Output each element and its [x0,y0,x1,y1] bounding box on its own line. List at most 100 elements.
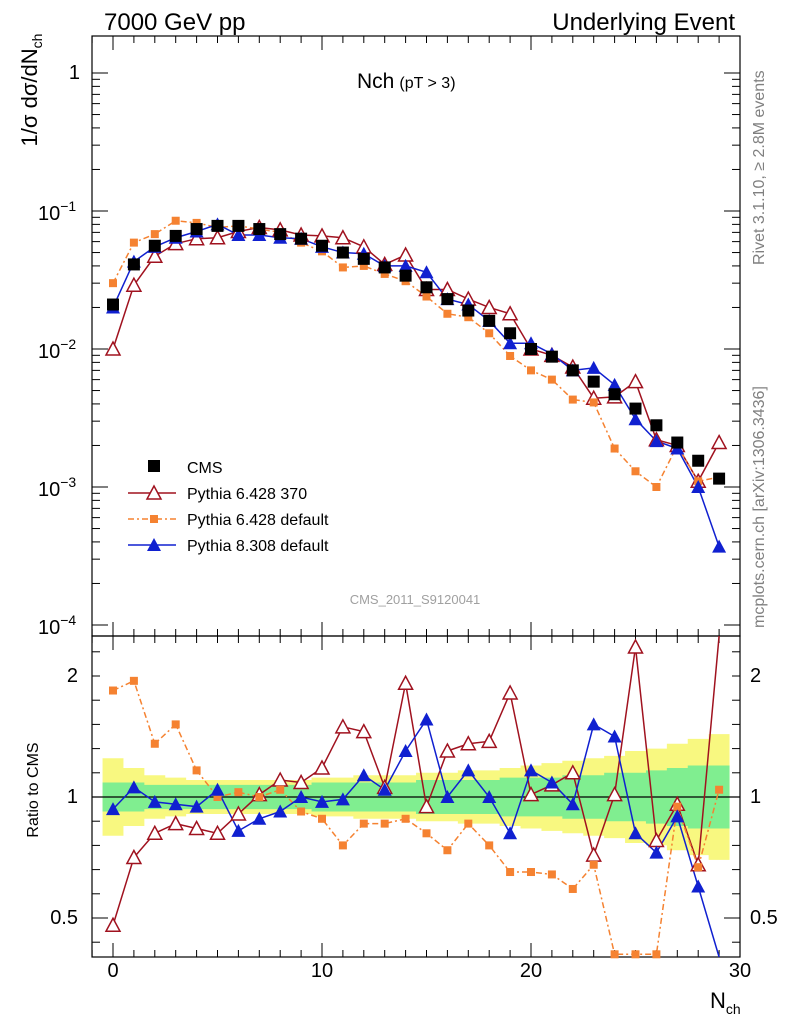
legend-marker-p8 [147,538,161,551]
ratio-point-p6-370 [627,638,644,654]
main-series-line-p6-370 [112,226,720,483]
ratio-point-p8 [628,826,643,840]
main-point-p8 [712,539,727,553]
main-ylabel: 1/σ dσ/dNch [17,34,45,147]
legend-entry-p6-default: Pythia 6.428 default [128,512,329,529]
main-point-p6-370 [104,340,122,356]
main-y-tick-label-1: 1 [69,62,80,84]
header-left: 7000 GeV pp [104,9,245,36]
ratio-point-p8 [273,804,288,818]
main-point-p6-default [464,313,473,322]
main-point-cms [399,269,412,282]
ratio-point-p6-370 [460,735,477,751]
main-point-cms [316,239,328,252]
main-series-line-p6-default [112,219,720,489]
main-point-p6-default [338,263,347,272]
ratio-point-p6-370 [522,785,540,802]
main-point-p6-default [568,395,577,404]
ratio-point-p8 [231,823,246,837]
main-point-cms [587,375,600,388]
ratio-point-p6-default [464,819,473,828]
main-point-cms [190,223,203,236]
main-point-p8 [649,434,664,448]
ratio-point-p6-default [673,802,682,811]
main-point-p6-370 [209,229,226,245]
ratio-point-p8 [586,717,601,731]
main-point-cms [274,228,287,241]
main-point-p6-default [506,351,515,360]
main-point-p6-370 [334,229,352,245]
ratio-point-p6-default [610,950,619,959]
ratio-point-p8 [106,802,120,816]
main-point-cms [232,219,245,232]
ratio-point-p6-default [506,868,515,877]
main-point-p6-370 [627,373,644,389]
main-point-p8 [231,228,246,242]
ratio-point-p6-370 [125,848,143,865]
ratio-point-p6-default [589,860,598,869]
ratio-point-p6-default [527,868,535,877]
ratio-point-p6-default [171,720,180,729]
ratio-point-p6-default [401,814,410,823]
main-point-cms [671,436,684,449]
main-point-p6-default [380,269,389,278]
ratio-point-p6-370 [418,798,435,814]
main-point-p8 [586,360,601,374]
ratio-point-p8 [252,811,267,825]
ratio-point-p6-370 [564,764,582,780]
main-point-p8 [419,265,434,279]
ratio-point-p6-default [213,793,222,801]
ratio-point-p6-default [485,841,494,850]
ratio-point-p8 [356,768,371,782]
ratio-point-p6-default [109,686,117,695]
ratio-point-p6-370 [188,819,205,836]
main-point-p6-default [129,238,138,247]
ratio-y-tick-label-05: 0.5 [50,907,78,929]
ratio-point-p6-370 [104,916,122,933]
ratio-point-p8 [210,782,225,796]
ratio-point-p6-370 [146,824,164,841]
main-point-cms [692,454,705,467]
ratio-y-tick-label-2-right: 2 [750,665,761,687]
main-point-p6-default [443,309,452,318]
legend-entry-p8: Pythia 8.308 default [128,538,329,555]
main-point-cms [127,258,140,271]
ratio-point-p8 [565,797,580,811]
main-point-p6-default [171,216,180,225]
ratio-point-p8 [294,790,309,803]
main-point-p6-370 [480,298,498,315]
ratio-y-tick-labels: 2 1 0.5 2 1 0.5 [50,665,778,929]
main-point-p6-370 [125,276,143,292]
ratio-point-p6-default [652,950,661,959]
ratio-point-p8 [147,794,162,808]
legend-entry-cms: CMS [148,460,223,477]
ratio-point-p6-default [255,793,264,801]
main-point-cms [211,219,224,232]
ratio-point-p6-default [631,950,640,959]
ratio-point-p8 [315,794,329,808]
legend: CMS Pythia 6.428 370 Pythia 6.428 defaul… [128,460,329,555]
main-point-cms [483,314,496,327]
x-axis-title: Nch [710,988,741,1017]
ratio-point-p6-default [276,785,285,794]
x-tick-label-0: 0 [107,960,118,982]
main-point-p6-default [589,398,598,407]
x-tick-labels: 0 10 20 30 [107,960,751,982]
ratio-point-p6-370 [355,723,373,739]
main-point-p6-default [359,261,368,270]
main-point-p6-default [527,366,535,375]
rivet-info: Rivet 3.1.10, ≥ 2.8M events [751,70,768,265]
ratio-point-p6-370 [167,815,184,831]
ratio-point-p6-370 [271,771,289,787]
main-point-p8 [607,377,622,391]
main-point-cms [378,261,391,274]
ratio-point-p6-default [234,788,243,797]
main-point-cms [253,223,266,236]
main-point-cms [107,298,119,311]
legend-marker-p6-370 [145,484,163,500]
main-point-p6-default [422,292,431,301]
main-point-p6-default [610,444,619,453]
ratio-point-p6-default [150,739,159,748]
ratio-point-p6-370 [439,742,456,758]
